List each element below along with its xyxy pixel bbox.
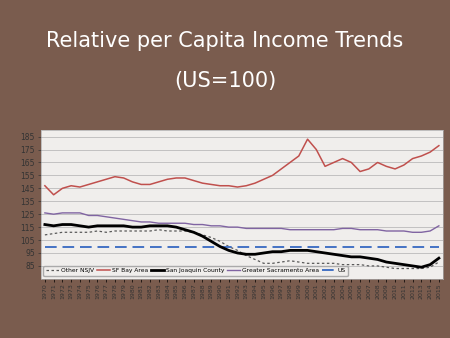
- Text: Relative per Capita Income Trends: Relative per Capita Income Trends: [46, 30, 404, 51]
- Text: (US=100): (US=100): [174, 71, 276, 91]
- Legend: Other NSJV, SF Bay Area, San Joaquin County, Greater Sacramento Area, US: Other NSJV, SF Bay Area, San Joaquin Cou…: [44, 266, 347, 276]
